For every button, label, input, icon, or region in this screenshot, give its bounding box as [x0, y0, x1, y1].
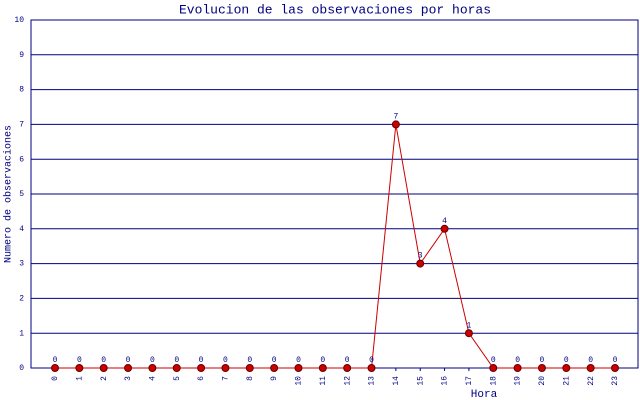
- data-label: 0: [369, 356, 374, 365]
- x-tick-label: 23: [611, 376, 620, 386]
- x-tick-label: 4: [149, 376, 158, 381]
- data-point: [416, 259, 425, 268]
- x-tick-label: 21: [562, 376, 571, 386]
- data-point: [586, 364, 595, 372]
- data-point: [294, 364, 303, 372]
- data-label: 0: [53, 356, 58, 365]
- data-point: [75, 364, 84, 372]
- x-tick-label: 10: [295, 376, 304, 386]
- data-label: 0: [101, 356, 106, 365]
- data-point: [464, 329, 473, 338]
- x-tick-label: 19: [514, 376, 523, 386]
- data-point: [99, 364, 108, 372]
- x-tick-label: 16: [441, 376, 450, 386]
- data-point: [611, 364, 619, 372]
- x-tick-label: 15: [416, 376, 425, 386]
- data-point: [489, 364, 498, 372]
- data-label: 0: [174, 356, 179, 365]
- data-point: [124, 364, 133, 372]
- x-tick-label: 13: [368, 376, 377, 386]
- data-point: [391, 120, 400, 129]
- data-label: 0: [126, 356, 131, 365]
- data-point: [172, 364, 181, 372]
- y-tick-label: 7: [19, 121, 24, 130]
- x-tick-label: 20: [538, 376, 547, 386]
- y-tick-label: 4: [19, 225, 24, 234]
- data-label: 4: [442, 217, 447, 226]
- data-label: 0: [150, 356, 155, 365]
- data-point: [440, 224, 449, 233]
- data-point: [270, 364, 279, 372]
- x-tick-label: 14: [392, 376, 401, 386]
- x-tick-label: 6: [197, 376, 206, 381]
- x-tick-label: 5: [173, 376, 182, 381]
- x-tick-label: 3: [124, 376, 133, 381]
- x-tick-label: 22: [587, 376, 596, 386]
- data-label: 0: [77, 356, 82, 365]
- data-label: 0: [588, 356, 593, 365]
- x-tick-label: 17: [465, 376, 474, 386]
- data-label: 1: [467, 321, 472, 330]
- y-tick-label: 10: [14, 16, 24, 25]
- x-tick-label: 2: [100, 376, 109, 381]
- y-tick-label: 9: [19, 51, 24, 60]
- x-tick-label: 0: [51, 376, 60, 381]
- x-tick-label: 11: [319, 376, 328, 386]
- y-tick-label: 2: [19, 295, 24, 304]
- y-tick-label: 8: [19, 86, 24, 95]
- data-label: 0: [199, 356, 204, 365]
- y-tick-label: 5: [19, 190, 24, 199]
- y-axis-label: Numero de observaciones: [3, 125, 15, 263]
- x-tick-label: 8: [246, 376, 255, 381]
- data-point: [537, 364, 546, 372]
- data-label: 0: [296, 356, 301, 365]
- data-point: [367, 364, 376, 372]
- x-tick-label: 7: [222, 376, 231, 381]
- y-tick-label: 6: [19, 155, 24, 164]
- data-point: [513, 364, 522, 372]
- y-tick-label: 3: [19, 260, 24, 269]
- y-tick-label: 0: [19, 364, 24, 373]
- chart-title: Evolucion de las observaciones por horas: [179, 2, 491, 17]
- data-point: [318, 364, 327, 372]
- data-label: 0: [223, 356, 228, 365]
- data-point: [245, 364, 254, 372]
- x-tick-label: 12: [343, 376, 352, 386]
- data-label: 0: [247, 356, 252, 365]
- data-label: 0: [540, 356, 545, 365]
- data-label: 0: [272, 356, 277, 365]
- data-label: 7: [393, 113, 398, 122]
- data-label: 0: [491, 356, 496, 365]
- data-label: 0: [613, 356, 618, 365]
- y-tick-label: 1: [19, 329, 24, 338]
- x-tick-label: 18: [489, 376, 498, 386]
- data-point: [148, 364, 157, 372]
- data-point: [51, 364, 59, 372]
- data-label: 0: [564, 356, 569, 365]
- data-line: [55, 124, 615, 369]
- data-point: [343, 364, 352, 372]
- data-point: [221, 364, 230, 372]
- x-axis-label: Hora: [471, 389, 498, 400]
- data-point: [562, 364, 571, 372]
- x-tick-label: 1: [75, 376, 84, 381]
- data-label: 0: [515, 356, 520, 365]
- x-tick-label: 9: [270, 376, 279, 381]
- data-label: 3: [418, 252, 423, 261]
- data-label: 0: [320, 356, 325, 365]
- data-label: 0: [345, 356, 350, 365]
- data-point: [197, 364, 206, 372]
